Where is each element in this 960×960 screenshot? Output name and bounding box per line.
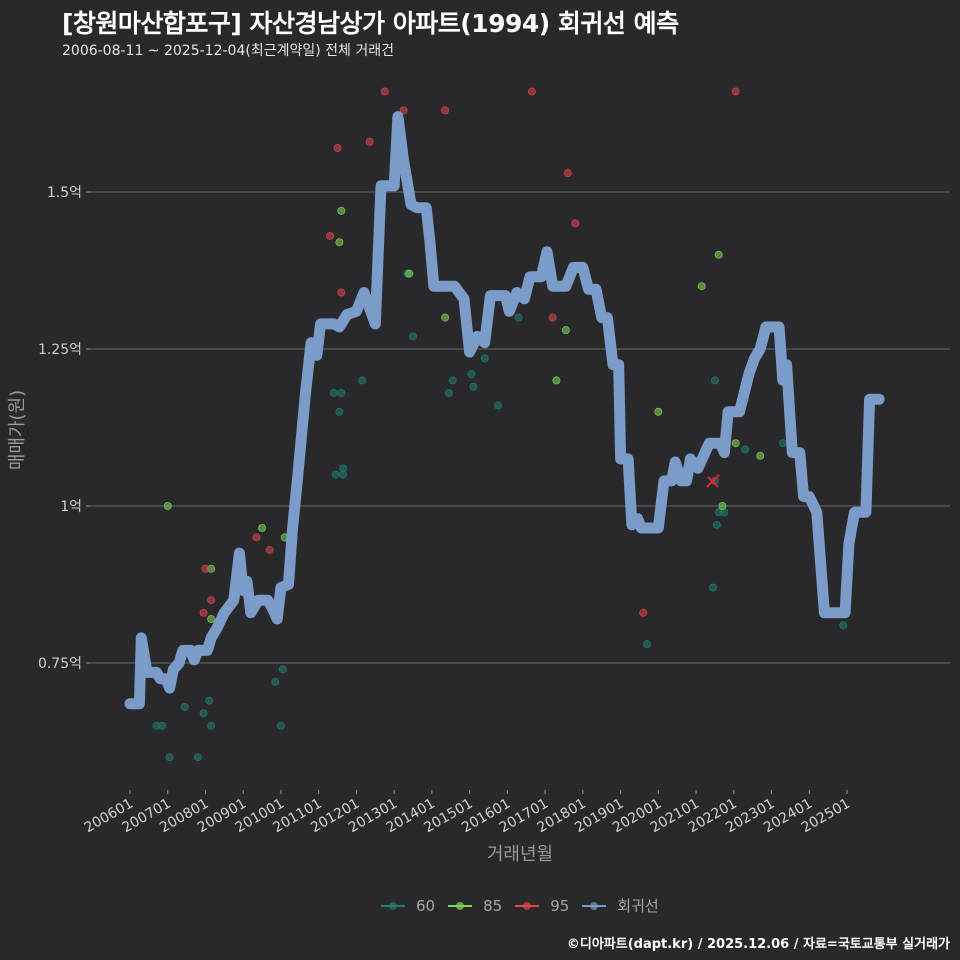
data-point-95 xyxy=(639,608,648,617)
legend-line-icon xyxy=(514,900,540,912)
data-point-95 xyxy=(337,288,346,297)
data-point-85 xyxy=(697,282,706,291)
legend-item-85: 85 xyxy=(447,897,502,915)
data-point-95 xyxy=(563,169,572,178)
data-point-85 xyxy=(405,269,414,278)
data-point-60 xyxy=(514,313,523,322)
data-point-85 xyxy=(718,501,727,510)
data-point-95 xyxy=(441,106,450,115)
x-axis-title: 거래년월 xyxy=(487,844,553,865)
data-point-85 xyxy=(552,376,561,385)
data-point-95 xyxy=(207,596,216,605)
data-point-60 xyxy=(278,665,287,674)
data-point-60 xyxy=(193,753,202,762)
data-point-95 xyxy=(265,545,274,554)
legend-item-95: 95 xyxy=(514,897,569,915)
data-point-60 xyxy=(467,370,476,379)
data-point-60 xyxy=(180,702,189,711)
data-point-85 xyxy=(337,206,346,215)
chart-title: [창원마산합포구] 자산경남상가 아파트(1994) 회귀선 예측 xyxy=(62,9,679,38)
data-point-60 xyxy=(709,583,718,592)
data-point-60 xyxy=(158,721,167,730)
y-tick-label: 1.25억 xyxy=(38,342,82,358)
data-point-85 xyxy=(714,250,723,259)
data-point-85 xyxy=(756,451,765,460)
data-point-95 xyxy=(201,564,210,573)
data-point-95 xyxy=(326,231,335,240)
y-tick-label: 1억 xyxy=(60,499,82,515)
data-point-60 xyxy=(205,696,214,705)
latest-deal-marker xyxy=(706,474,720,488)
regression-path xyxy=(124,111,885,710)
data-point-60 xyxy=(493,401,502,410)
y-tick-label: 0.75억 xyxy=(38,656,82,672)
data-point-60 xyxy=(710,376,719,385)
scatter-points xyxy=(152,87,848,762)
data-point-95 xyxy=(365,137,374,146)
y-axis-ticks: 1.5억 1.25억 1억 0.75억 xyxy=(38,185,90,672)
chart-subtitle: 2006-08-11 ~ 2025-12-04(최근계약일) 전체 거래건 xyxy=(62,43,394,59)
data-point-85 xyxy=(441,313,450,322)
regression-line xyxy=(124,111,885,710)
y-axis-title: 매매가(원) xyxy=(7,390,28,470)
y-tick-label: 1.5억 xyxy=(47,185,82,201)
legend: 60 85 95 회귀선 xyxy=(380,895,671,916)
source-credit: ©디아파트(dapt.kr) / 2025.12.06 / 자료=국토교통부 실… xyxy=(566,937,950,952)
x-axis-ticks: 2006012007012008012009012010012011012012… xyxy=(82,790,853,836)
data-point-60 xyxy=(271,677,280,686)
legend-line-icon xyxy=(447,900,473,912)
data-point-60 xyxy=(199,709,208,718)
data-point-60 xyxy=(839,621,848,630)
data-point-95 xyxy=(548,313,557,322)
data-point-85 xyxy=(258,523,267,532)
data-point-95 xyxy=(399,106,408,115)
data-point-60 xyxy=(642,640,651,649)
data-point-85 xyxy=(654,407,663,416)
data-point-95 xyxy=(380,87,389,96)
data-point-60 xyxy=(448,376,457,385)
data-point-60 xyxy=(337,388,346,397)
data-point-60 xyxy=(339,464,348,473)
gridlines xyxy=(90,191,950,664)
data-point-95 xyxy=(571,219,580,228)
latest-deal-x-icon xyxy=(706,474,720,488)
legend-label: 회귀선 xyxy=(617,897,659,915)
legend-item-regression: 회귀선 xyxy=(581,895,659,916)
data-point-85 xyxy=(163,501,172,510)
data-point-95 xyxy=(252,533,261,542)
data-point-95 xyxy=(333,144,342,153)
data-point-95 xyxy=(527,87,536,96)
data-point-60 xyxy=(741,445,750,454)
data-point-60 xyxy=(712,520,721,529)
legend-line-icon xyxy=(581,900,607,912)
data-point-95 xyxy=(199,608,208,617)
legend-label: 85 xyxy=(483,896,503,915)
data-point-60 xyxy=(358,376,367,385)
data-point-60 xyxy=(444,388,453,397)
data-point-60 xyxy=(165,753,174,762)
data-point-60 xyxy=(469,382,478,391)
data-point-60 xyxy=(276,721,285,730)
data-point-60 xyxy=(207,721,216,730)
data-point-60 xyxy=(335,407,344,416)
data-point-85 xyxy=(207,615,216,624)
legend-line-icon xyxy=(380,900,406,912)
data-point-85 xyxy=(561,326,570,335)
data-point-95 xyxy=(731,87,740,96)
legend-item-60: 60 xyxy=(380,897,435,915)
legend-label: 95 xyxy=(550,896,570,915)
data-point-60 xyxy=(329,388,338,397)
data-point-60 xyxy=(480,354,489,363)
legend-label: 60 xyxy=(416,896,436,915)
data-point-85 xyxy=(335,238,344,247)
data-point-85 xyxy=(731,439,740,448)
data-point-60 xyxy=(778,439,787,448)
data-point-60 xyxy=(331,470,340,479)
data-point-60 xyxy=(409,332,418,341)
